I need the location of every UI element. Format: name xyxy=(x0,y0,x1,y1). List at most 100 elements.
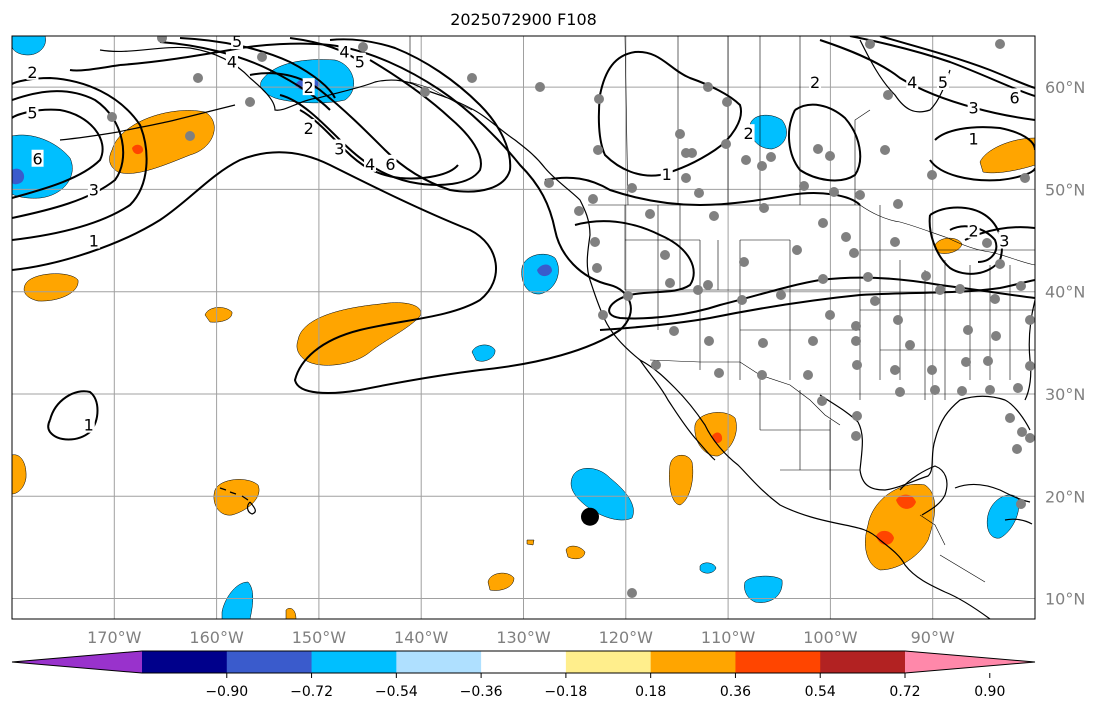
positive-anomaly-area xyxy=(285,608,297,619)
negative-anomaly-area xyxy=(471,344,496,362)
colorbar-tick-label: 0.36 xyxy=(720,684,751,700)
contour-label: 1 xyxy=(84,416,94,435)
colorbar-tick-label: −0.36 xyxy=(460,684,503,700)
contour-label-bg xyxy=(338,42,351,60)
colorbar-segment xyxy=(226,651,313,673)
colorbar-tick-label: 0.72 xyxy=(889,684,920,700)
colorbar-segment xyxy=(565,651,652,673)
colorbar: −0.90 −0.72 −0.54 −0.36 −0.18 0.18 0.36 0.54 0.7… xyxy=(11,650,1036,700)
contour-label-bg xyxy=(809,73,822,91)
contour-label-bg xyxy=(31,149,44,167)
positive-anomaly-area xyxy=(896,494,916,509)
colorbar-tick-label: −0.18 xyxy=(544,684,587,700)
map-frame xyxy=(11,35,1036,620)
contour-label-bg xyxy=(333,139,346,157)
contour-label-bg xyxy=(1008,88,1021,106)
contour-label: 3 xyxy=(89,180,99,199)
contour-label: 6 xyxy=(1009,88,1019,107)
positive-anomaly-area xyxy=(296,302,421,366)
contour-label: 3 xyxy=(999,232,1009,251)
lon-tick-label: 140°W xyxy=(394,628,449,647)
negative-anomaly-area xyxy=(537,264,552,277)
contour-label-bg xyxy=(742,124,755,142)
contour-label: 3 xyxy=(334,140,344,159)
lon-tick-label: 120°W xyxy=(599,628,654,647)
positive-anomaly-area xyxy=(132,144,144,155)
contour-label-bg xyxy=(82,415,95,433)
colorbar-segment xyxy=(735,651,821,673)
contour-label-bg xyxy=(302,78,315,96)
contour-label-bg xyxy=(225,52,238,70)
contour-label: 4 xyxy=(907,73,917,92)
lat-tick-label: 30°N xyxy=(1045,385,1085,404)
positive-anomaly-area xyxy=(979,137,1035,174)
contour-label-bg xyxy=(26,103,39,121)
contour-label: 4 xyxy=(227,53,237,72)
positive-anomaly-area xyxy=(865,483,935,571)
colorbar-tick-label: 0.18 xyxy=(635,684,666,700)
negative-anomaly-area xyxy=(699,562,717,574)
contour-label-bg xyxy=(906,73,919,91)
positive-anomaly-area xyxy=(565,545,586,560)
lat-tick-label: 60°N xyxy=(1045,78,1085,97)
contour-label: 2 xyxy=(304,119,314,138)
negative-anomaly-area xyxy=(986,494,1020,539)
colorbar-segment xyxy=(142,651,228,673)
contour-label-bg xyxy=(967,221,980,239)
contour-label-bg xyxy=(364,154,377,172)
contour-label: 5 xyxy=(232,32,242,51)
lon-tick-label: 90°W xyxy=(911,628,955,647)
contour-label: 4 xyxy=(339,42,349,61)
colorbar-tick-label: −0.54 xyxy=(375,684,418,700)
positive-anomaly-area xyxy=(934,237,963,254)
station-markers xyxy=(107,36,1035,598)
contour-label: 2 xyxy=(27,63,37,82)
negative-anomaly-area xyxy=(221,581,253,619)
contour-label: 1 xyxy=(89,232,99,251)
lat-tick-label: 10°N xyxy=(1045,590,1085,609)
positive-anomaly-area xyxy=(669,455,694,506)
contour-label: 6 xyxy=(32,150,42,169)
colorbar-segment xyxy=(650,651,736,673)
lat-tick-label: 20°N xyxy=(1045,487,1085,506)
longitude-labels: 170°W 160°W 150°W 140°W 130°W 120°W 110°W 100°W… xyxy=(87,628,955,647)
positive-anomaly-area xyxy=(876,530,894,545)
contour-label-bg xyxy=(87,180,100,198)
contour-label-bg xyxy=(967,129,980,147)
negative-anomaly-area xyxy=(12,36,46,56)
contour-label: 2 xyxy=(743,124,753,143)
colorbar-segment xyxy=(820,651,906,673)
contour-label-bg xyxy=(353,52,366,70)
contour-label: 2 xyxy=(304,78,314,97)
contour-label-bg xyxy=(87,231,100,249)
contour-label-bg xyxy=(967,98,980,116)
contour-label-bg xyxy=(998,231,1011,249)
positive-anomaly-area xyxy=(23,273,79,302)
colorbar-tick-label: −0.90 xyxy=(205,684,248,700)
colorbar-segment xyxy=(396,651,482,673)
storm-center-marker xyxy=(580,507,599,526)
contour-label: 1 xyxy=(969,129,979,148)
positive-anomaly-area xyxy=(487,572,515,591)
colorbar-tick-label: 0.54 xyxy=(805,684,836,700)
positive-anomaly-area xyxy=(109,110,215,174)
colorbar-extend-min xyxy=(12,651,142,673)
contour-label-bg xyxy=(660,165,673,183)
graticule xyxy=(12,36,1035,619)
lon-tick-label: 170°W xyxy=(87,628,142,647)
contour-label-bg xyxy=(302,119,315,137)
negative-anomaly-area xyxy=(12,168,25,185)
lon-tick-label: 130°W xyxy=(496,628,551,647)
lon-tick-label: 160°W xyxy=(189,628,244,647)
contour-label: 5 xyxy=(355,53,365,72)
latitude-labels: 10°N 20°N 30°N 40°N 50°N 60°N xyxy=(1045,78,1085,608)
positive-anomaly-area xyxy=(213,479,260,516)
colorbar-outline xyxy=(11,650,1036,674)
contour-label-bg xyxy=(936,73,949,91)
contour-label: 1 xyxy=(662,165,672,184)
colorbar-extend-max xyxy=(905,651,1035,673)
contour-label-bg xyxy=(384,154,397,172)
negative-anomaly-area xyxy=(570,468,634,521)
negative-anomaly-area xyxy=(749,114,787,150)
